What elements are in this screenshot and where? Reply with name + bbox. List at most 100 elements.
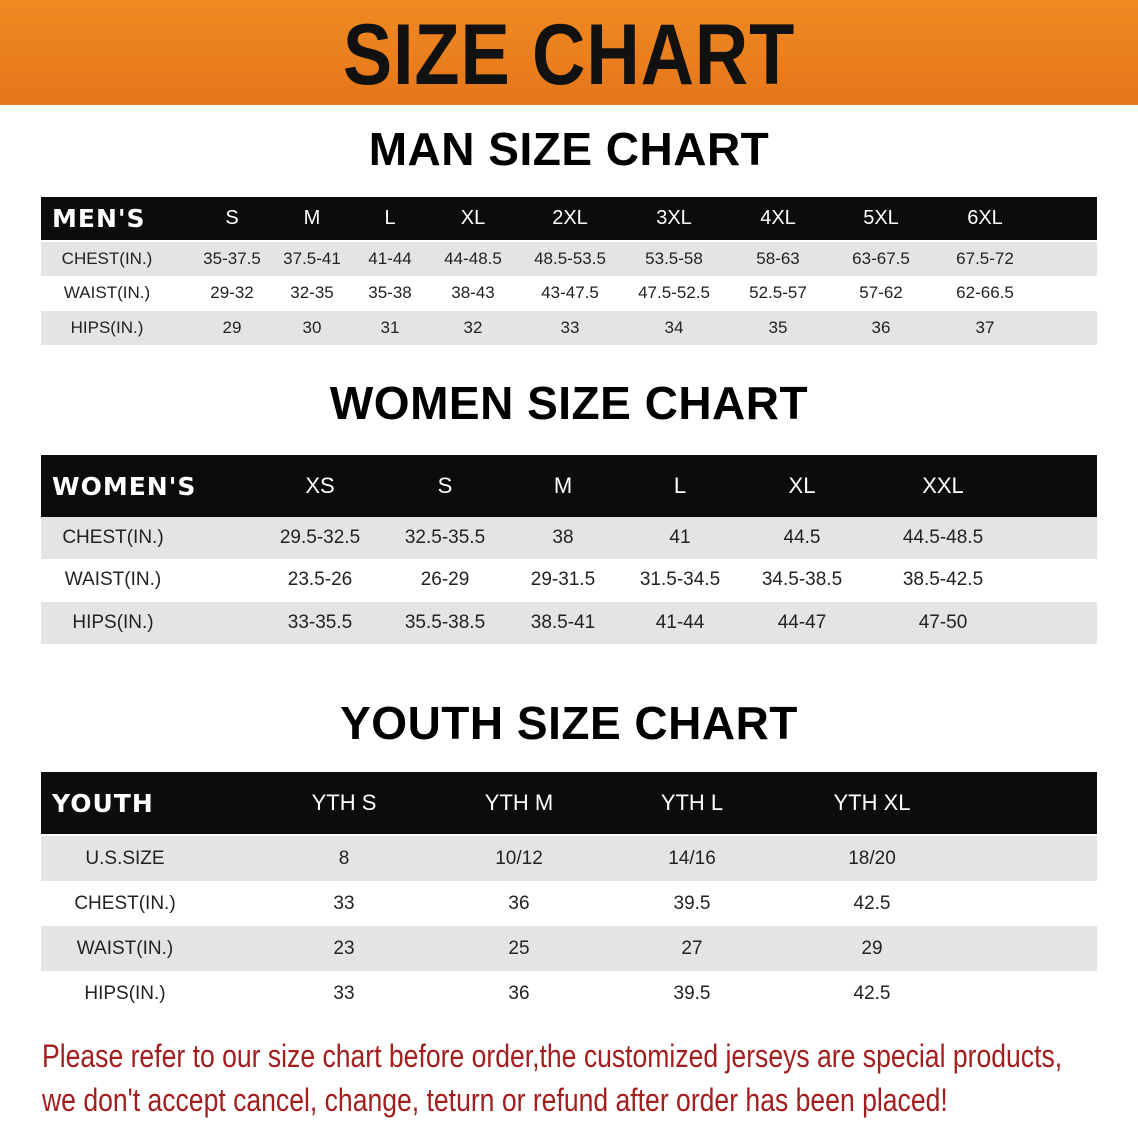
- measurement-value: 23.5-26: [287, 569, 353, 591]
- table-row: WAIST(IN.) 23.5-26 26-29 29-31.5 31.5-34.5 34…: [41, 559, 1097, 602]
- measurement-value: 44-47: [777, 611, 827, 633]
- measurement-value: 43-47.5: [541, 283, 599, 303]
- measurement-value: 48.5-53.5: [534, 249, 606, 269]
- measurement-label: CHEST(IN.): [61, 249, 153, 269]
- measurement-value: 30: [302, 317, 322, 337]
- measurement-label: HIPS(IN.): [84, 982, 166, 1004]
- measurement-value: 62-66.5: [956, 283, 1014, 303]
- measurement-value: 36: [508, 982, 530, 1004]
- size-column-header: 4XL: [760, 207, 796, 229]
- size-column-header: YTH M: [484, 790, 554, 815]
- women-section-title: WOMEN SIZE CHART: [329, 377, 809, 429]
- size-column-header: 2XL: [552, 207, 588, 229]
- table-header-row: WOMEN'S XS S M L XL XXL: [41, 455, 1097, 517]
- order-notice-line-2: we don't accept cancel, change, teturn o…: [42, 1082, 948, 1118]
- table-row: WAIST(IN.) 23 25 27 29: [41, 926, 1097, 971]
- measurement-value: 29: [861, 937, 883, 959]
- size-column-header: YTH L: [660, 790, 724, 815]
- size-column-header: M: [303, 207, 321, 229]
- measurement-value: 35: [768, 317, 788, 337]
- size-column-header: 5XL: [863, 207, 899, 229]
- measurement-value: 32.5-35.5: [404, 527, 486, 549]
- measurement-value: 32: [463, 317, 483, 337]
- measurement-value: 38.5-42.5: [902, 569, 984, 591]
- measurement-value: 37.5-41: [283, 249, 341, 269]
- table-header-row: YOUTH YTH S YTH M YTH L YTH XL: [41, 772, 1097, 834]
- size-column-header: S: [225, 207, 239, 229]
- table-row: CHEST(IN.) 35-37.5 37.5-41 41-44 44-48.5 48.5…: [41, 242, 1097, 277]
- size-column-header: XL: [460, 207, 486, 229]
- table-row: HIPS(IN.) 29 30 31 32 33 34 35 36 37: [41, 310, 1097, 345]
- size-chart-banner: SIZE CHART: [0, 0, 1138, 105]
- measurement-value: 41-44: [368, 249, 412, 269]
- measurement-value: 41-44: [655, 611, 705, 633]
- table-row: U.S.SIZE 8 10/12 14/16 18/20: [41, 836, 1097, 881]
- measurement-value: 10/12: [495, 847, 543, 869]
- measurement-value: 57-62: [859, 283, 903, 303]
- measurement-value: 44.5: [783, 527, 821, 549]
- measurement-label: CHEST(IN.): [62, 527, 164, 549]
- measurement-label: WAIST(IN.): [64, 569, 162, 591]
- measurement-value: 36: [871, 317, 891, 337]
- measurement-value: 35-38: [368, 283, 412, 303]
- table-row: CHEST(IN.) 29.5-32.5 32.5-35.5 38 41 44.5 44.5…: [41, 517, 1097, 560]
- order-notice-line-1: Please refer to our size chart before or…: [42, 1038, 1063, 1074]
- measurement-value: 8: [338, 847, 350, 869]
- size-column-header: YTH XL: [833, 790, 911, 815]
- table-header-row: MEN'S S M L XL 2XL 3XL 4XL 5XL 6XL: [41, 197, 1097, 240]
- measurement-label: CHEST(IN.): [74, 892, 176, 914]
- measurement-value: 44-48.5: [444, 249, 502, 269]
- measurement-value: 35-37.5: [203, 249, 261, 269]
- size-column-header: 3XL: [656, 207, 692, 229]
- measurement-label: WAIST(IN.): [76, 937, 174, 959]
- measurement-value: 31.5-34.5: [639, 569, 721, 591]
- size-column-header: M: [553, 473, 573, 498]
- measurement-value: 34: [664, 317, 684, 337]
- measurement-value: 29-32: [210, 283, 254, 303]
- measurement-value: 38-43: [451, 283, 495, 303]
- measurement-value: 14/16: [668, 847, 716, 869]
- measurement-value: 29.5-32.5: [279, 527, 361, 549]
- measurement-value: 23: [333, 937, 355, 959]
- table-header-label: MEN'S: [52, 204, 146, 233]
- measurement-value: 42.5: [853, 892, 891, 914]
- banner-title: SIZE CHART: [342, 7, 796, 103]
- measurement-value: 44.5-48.5: [902, 527, 984, 549]
- size-column-header: 6XL: [967, 207, 1003, 229]
- measurement-value: 18/20: [848, 847, 896, 869]
- size-column-header: S: [437, 473, 453, 498]
- table-header-label: WOMEN'S: [52, 471, 197, 501]
- measurement-value: 33-35.5: [287, 611, 353, 633]
- size-column-header: L: [384, 207, 396, 229]
- table-row: WAIST(IN.) 29-32 32-35 35-38 38-43 43-47.5 47.…: [41, 276, 1097, 311]
- measurement-value: 38.5-41: [530, 611, 596, 633]
- measurement-value: 39.5: [673, 982, 711, 1004]
- size-column-header: XS: [305, 473, 335, 498]
- measurement-label: HIPS(IN.): [72, 611, 154, 633]
- measurement-label: U.S.SIZE: [85, 847, 165, 869]
- measurement-value: 53.5-58: [645, 249, 703, 269]
- measurement-value: 37: [975, 317, 995, 337]
- measurement-value: 33: [333, 892, 355, 914]
- measurement-value: 52.5-57: [749, 283, 807, 303]
- measurement-value: 47.5-52.5: [638, 283, 710, 303]
- measurement-value: 31: [380, 317, 400, 337]
- measurement-label: WAIST(IN.): [63, 283, 151, 303]
- size-column-header: YTH S: [311, 790, 377, 815]
- size-column-header: XL: [788, 473, 816, 498]
- measurement-value: 58-63: [756, 249, 800, 269]
- measurement-value: 32-35: [290, 283, 334, 303]
- size-column-header: XXL: [922, 473, 964, 498]
- measurement-label: HIPS(IN.): [70, 317, 144, 337]
- measurement-value: 39.5: [673, 892, 711, 914]
- youth-section-title: YOUTH SIZE CHART: [340, 697, 798, 749]
- table-row: HIPS(IN.) 33-35.5 35.5-38.5 38.5-41 41-44 44-…: [41, 601, 1097, 644]
- table-row: CHEST(IN.) 33 36 39.5 42.5: [41, 881, 1097, 926]
- measurement-value: 33: [333, 982, 355, 1004]
- measurement-value: 29-31.5: [530, 569, 596, 591]
- measurement-value: 67.5-72: [956, 249, 1014, 269]
- measurement-value: 33: [560, 317, 580, 337]
- measurement-value: 34.5-38.5: [761, 569, 843, 591]
- measurement-value: 63-67.5: [852, 249, 910, 269]
- measurement-value: 36: [508, 892, 530, 914]
